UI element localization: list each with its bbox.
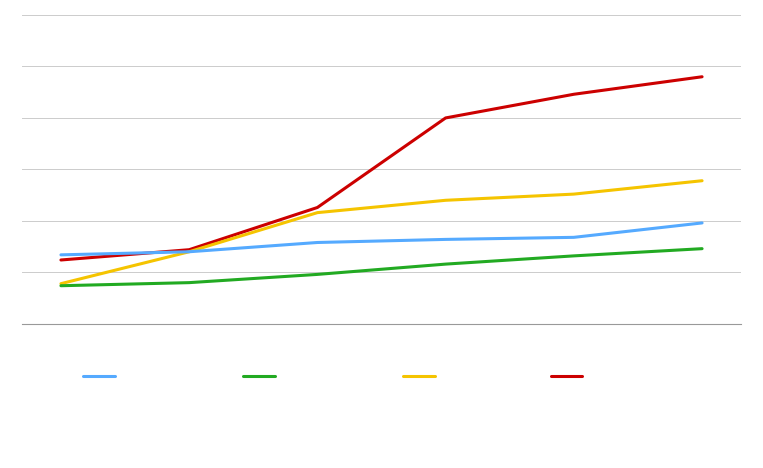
Legend: اصلاحطلب, تحولخواه, اصولگرا, برانداز: اصلاحطلب, تحولخواه, اصولگرا, برانداز — [79, 367, 684, 386]
